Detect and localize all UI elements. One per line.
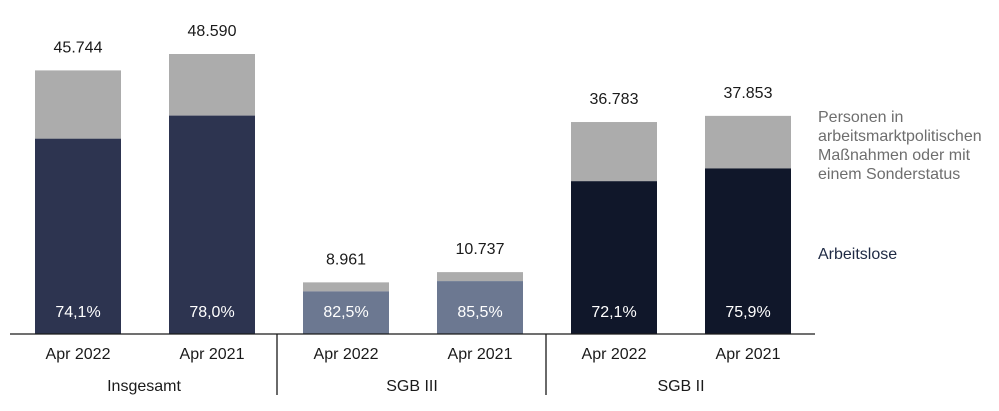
bar-unemployed-segment [35, 138, 121, 334]
bar-share-label: 85,5% [457, 304, 502, 321]
bars-layer [35, 54, 791, 334]
bar-unemployed-segment [303, 291, 389, 334]
legend-measures-line-2: arbeitsmarktpolitischen [818, 128, 982, 145]
x-group-label: SGB III [386, 378, 438, 395]
x-tick-label: Apr 2022 [314, 346, 379, 363]
bar-total-label: 10.737 [456, 241, 505, 258]
bar-total-label: 48.590 [188, 23, 237, 40]
x-tick-label: Apr 2022 [582, 346, 647, 363]
x-tick-label: Apr 2022 [46, 346, 111, 363]
legend-measures-line-3: Maßnahmen oder mit [818, 147, 971, 164]
x-group-label: Insgesamt [107, 378, 181, 395]
bar-total-label: 37.853 [724, 85, 773, 102]
bar-unemployed-segment [571, 181, 657, 334]
bar-share-label: 74,1% [55, 304, 100, 321]
bar-share-label: 82,5% [323, 304, 368, 321]
legend-measures-line-4: einem Sonderstatus [818, 166, 960, 183]
bar-unemployed-segment [705, 168, 791, 334]
x-tick-label: Apr 2021 [180, 346, 245, 363]
bar-unemployed-segment [169, 115, 255, 334]
legend-unemployed: Arbeitslose [818, 246, 897, 263]
x-tick-label: Apr 2021 [448, 346, 513, 363]
x-group-label: SGB II [657, 378, 704, 395]
x-tick-label: Apr 2021 [716, 346, 781, 363]
bar-total-label: 8.961 [326, 251, 366, 268]
bar-measures-segment [303, 282, 389, 292]
bar-share-label: 78,0% [189, 304, 234, 321]
bar-measures-segment [705, 115, 791, 169]
bar-measures-segment [571, 122, 657, 182]
bar-total-label: 36.783 [590, 91, 639, 108]
bar-measures-segment [437, 272, 523, 282]
legend-measures-line-1: Personen in [818, 109, 903, 126]
bar-share-label: 75,9% [725, 304, 770, 321]
bar-measures-segment [35, 70, 121, 139]
bar-measures-segment [169, 54, 255, 116]
bar-share-label: 72,1% [591, 304, 636, 321]
labels-layer: 45.744 74,1% Apr 2022 48.590 78,0% Apr 2021 In… [46, 23, 781, 395]
bar-total-label: 45.744 [54, 39, 103, 56]
bar-unemployed-segment [437, 281, 523, 334]
